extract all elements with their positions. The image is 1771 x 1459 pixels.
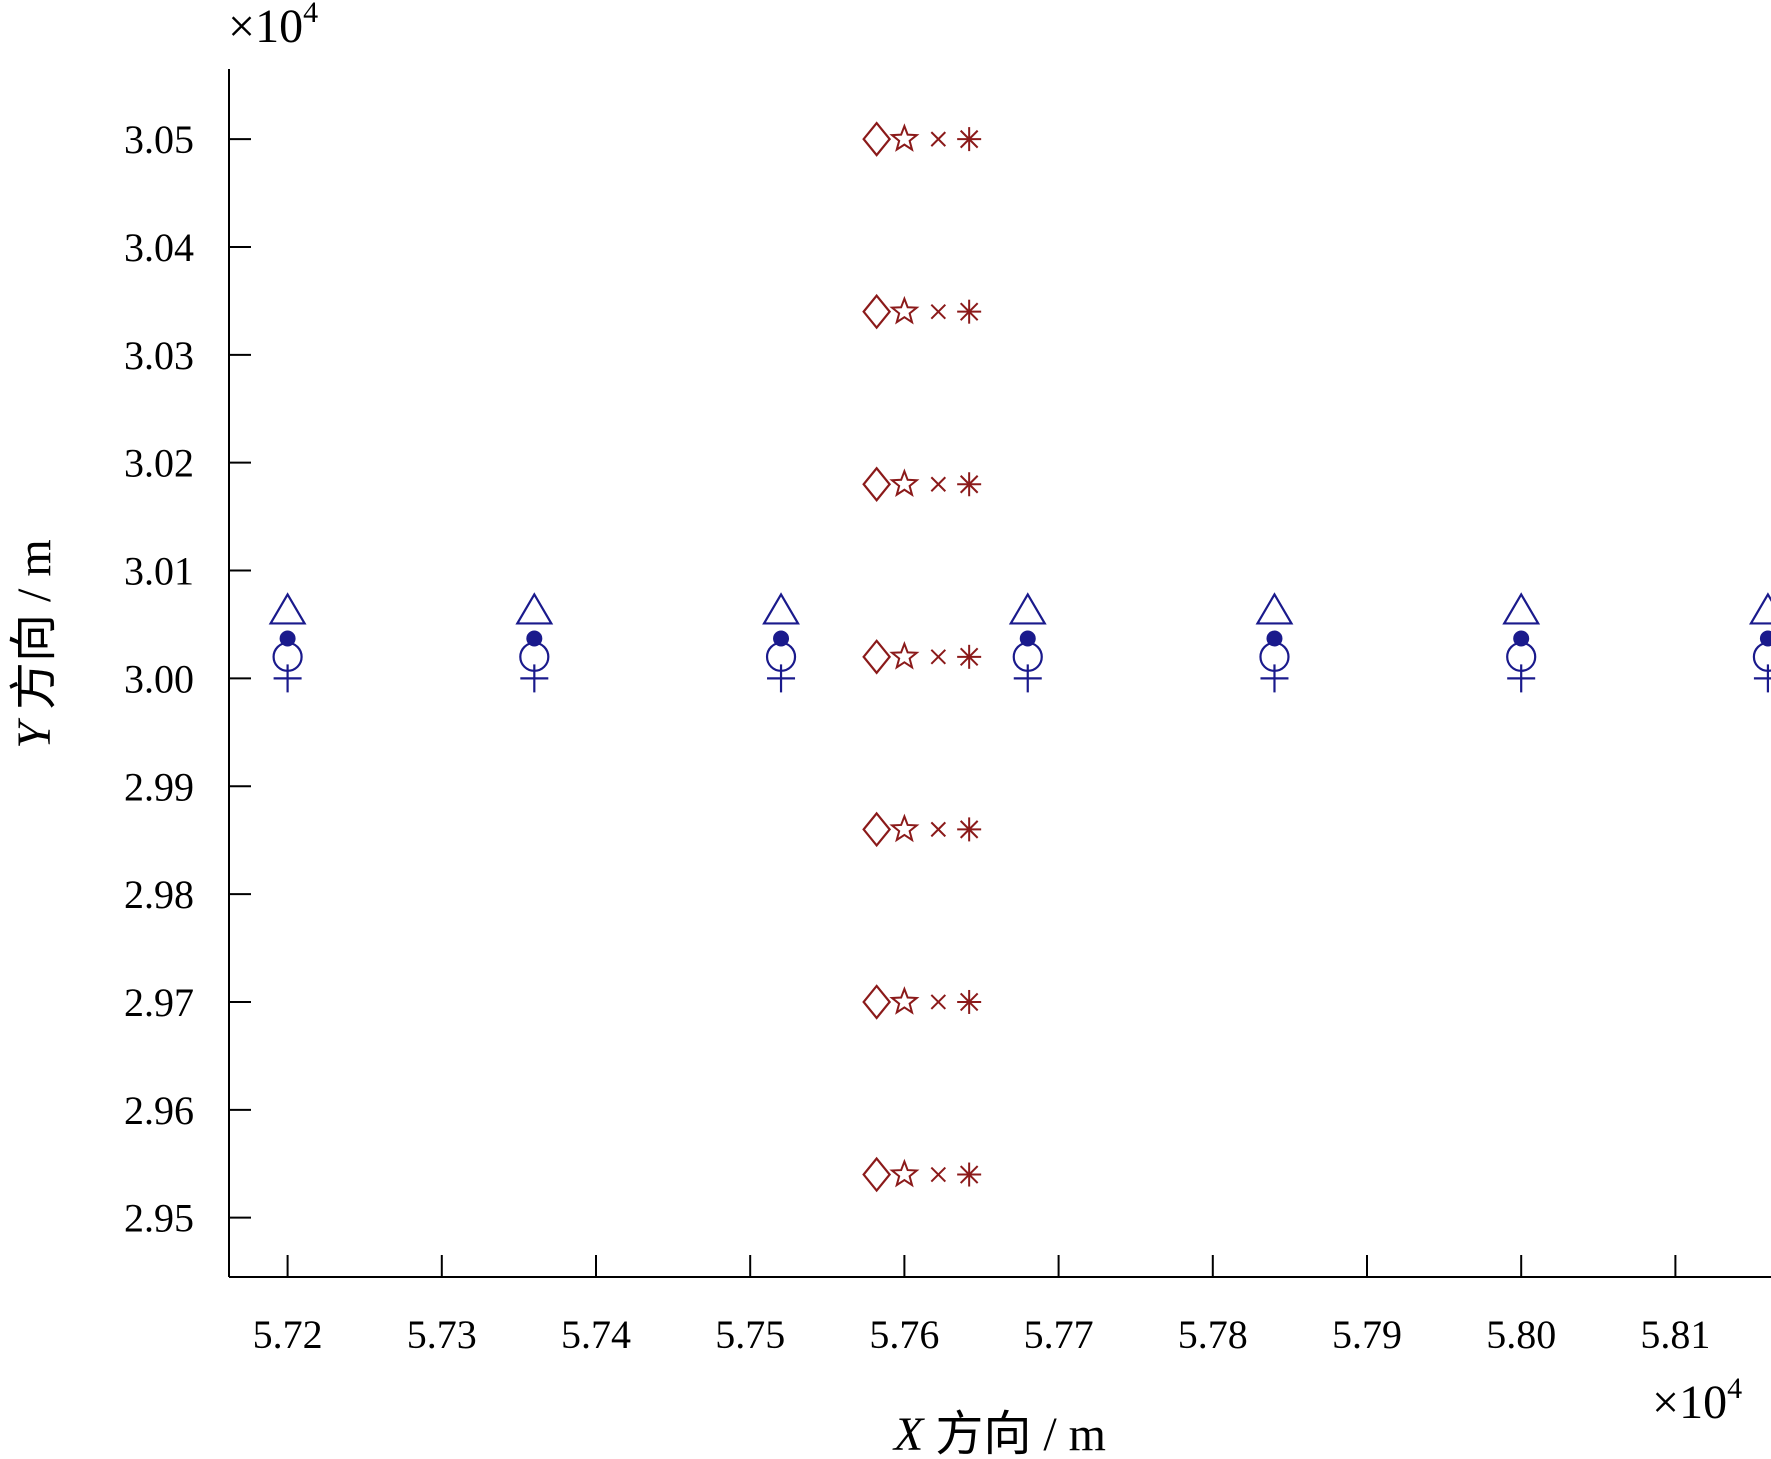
plot-area: 2.95 2.96 2.97 2.98 2.99 3.00 3.01 3.02 3.03 3.04…	[124, 69, 1771, 1357]
star-marker	[889, 1158, 920, 1188]
star-marker	[889, 986, 920, 1015]
asterisk-marker-stroke	[959, 302, 979, 321]
x-marker	[930, 994, 947, 1010]
y-axis-multiplier: ×104	[228, 0, 318, 53]
asterisk-marker	[957, 299, 982, 324]
plus-marker	[1260, 664, 1289, 693]
x-marker	[930, 303, 947, 320]
diamond-marker	[862, 293, 892, 330]
asterisk-marker-stroke	[959, 1165, 979, 1184]
triangle-marker	[1255, 592, 1294, 625]
x-marker-stroke	[930, 821, 947, 838]
y-tick-label: 3.02	[124, 441, 194, 486]
asterisk-marker-stroke	[959, 475, 979, 494]
dot-marker	[1513, 630, 1530, 647]
triangle-marker	[268, 592, 307, 625]
asterisk-marker-stroke	[959, 647, 979, 667]
triangle-marker	[762, 592, 800, 625]
x-ticks: 5.72 5.73 5.74 5.75 5.76 5.77 5.78 5.79 5.80 5.81	[253, 1255, 1710, 1357]
diamond-marker	[862, 121, 892, 157]
plus-marker	[273, 664, 302, 693]
x-tick-label: 5.80	[1486, 1312, 1556, 1357]
dot-marker	[1759, 630, 1771, 647]
triangle-marker	[1748, 592, 1771, 625]
y-tick-label: 2.95	[124, 1196, 194, 1241]
diamond-marker	[862, 1156, 892, 1193]
x-tick-label: 5.78	[1178, 1312, 1248, 1357]
dot-marker	[526, 630, 543, 647]
star-marker	[889, 813, 920, 843]
y-tick-label: 3.04	[124, 225, 194, 270]
y-tick-label: 2.99	[124, 764, 194, 809]
x-tick-label: 5.72	[253, 1312, 323, 1357]
plus-marker	[1507, 664, 1536, 693]
x-marker	[930, 1166, 947, 1183]
y-ticks: 2.95 2.96 2.97 2.98 2.99 3.00 3.01 3.02 3.03 3.04…	[124, 117, 251, 1241]
triangle-marker	[1502, 592, 1541, 625]
y-tick-label: 2.97	[124, 980, 194, 1025]
star-marker	[889, 123, 920, 152]
asterisk-marker-stroke	[959, 820, 979, 839]
diamond-marker	[862, 466, 892, 502]
x-marker	[930, 476, 947, 492]
x-tick-label: 5.79	[1332, 1312, 1402, 1357]
star-marker	[889, 640, 920, 670]
dot-marker	[773, 630, 790, 647]
triangle-marker	[1008, 592, 1047, 625]
x-marker-stroke	[930, 131, 947, 147]
star-marker	[889, 468, 920, 498]
plus-marker	[1753, 664, 1771, 693]
dot-marker	[1019, 630, 1036, 647]
star-marker	[889, 295, 920, 325]
x-marker-stroke	[930, 476, 947, 492]
y-tick-label: 3.01	[124, 549, 194, 594]
asterisk-marker	[957, 644, 982, 669]
asterisk-marker	[957, 472, 982, 497]
y-tick-label: 3.03	[124, 333, 194, 378]
y-tick-label: 2.98	[124, 872, 194, 917]
y-tick-label: 2.96	[124, 1088, 194, 1133]
asterisk-marker-stroke	[959, 992, 979, 1012]
asterisk-marker	[957, 127, 982, 152]
x-marker-stroke	[930, 649, 947, 665]
plus-marker	[767, 664, 796, 693]
y-tick-label: 3.00	[124, 656, 194, 701]
x-marker	[930, 821, 947, 838]
x-tick-label: 5.73	[407, 1312, 477, 1357]
asterisk-marker	[957, 1162, 982, 1187]
asterisk-marker	[957, 817, 982, 842]
dot-marker	[1266, 630, 1283, 647]
asterisk-marker	[957, 989, 982, 1014]
data-markers	[268, 121, 1771, 1193]
plus-marker	[1013, 664, 1042, 693]
x-tick-label: 5.76	[869, 1312, 939, 1357]
plus-marker	[520, 664, 549, 693]
x-marker-stroke	[930, 1166, 947, 1183]
x-marker-stroke	[930, 994, 947, 1010]
diamond-marker	[862, 639, 892, 675]
y-tick-label: 3.05	[124, 117, 194, 162]
x-marker	[930, 131, 947, 147]
diamond-marker	[862, 984, 892, 1020]
diamond-marker	[862, 811, 892, 848]
y-axis-title: Y 方向 / m	[8, 539, 61, 748]
x-tick-label: 5.75	[715, 1312, 785, 1357]
x-tick-label: 5.77	[1024, 1312, 1094, 1357]
x-tick-label: 5.81	[1640, 1312, 1710, 1357]
dot-marker	[279, 630, 296, 647]
x-marker	[930, 649, 947, 665]
x-marker-stroke	[930, 303, 947, 320]
x-axis-title: X 方向 / m	[892, 1408, 1106, 1459]
asterisk-marker-stroke	[959, 129, 979, 149]
x-axis-multiplier: ×104	[1652, 1372, 1742, 1429]
x-tick-label: 5.74	[561, 1312, 631, 1357]
triangle-marker	[515, 592, 554, 625]
